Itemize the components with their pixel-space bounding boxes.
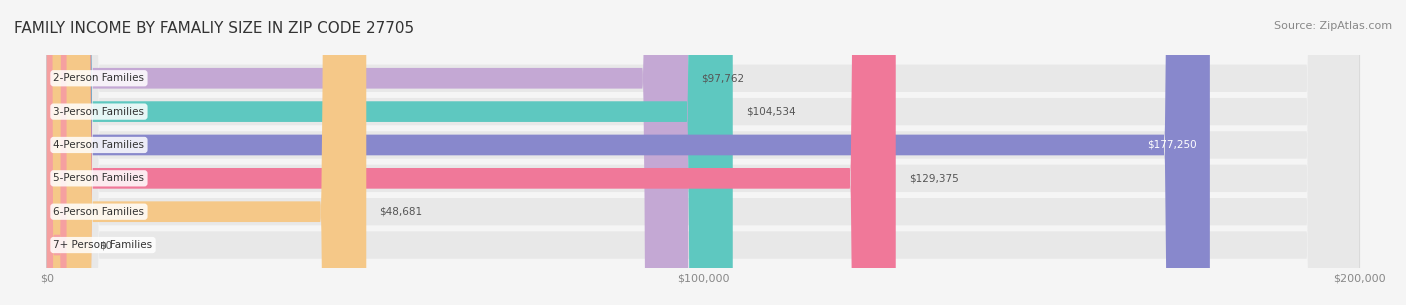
FancyBboxPatch shape	[46, 0, 1360, 305]
Text: 6-Person Families: 6-Person Families	[53, 207, 145, 217]
Text: 4-Person Families: 4-Person Families	[53, 140, 145, 150]
FancyBboxPatch shape	[46, 0, 1360, 305]
Text: $48,681: $48,681	[380, 207, 423, 217]
FancyBboxPatch shape	[46, 0, 689, 305]
FancyBboxPatch shape	[46, 0, 1360, 305]
Text: 2-Person Families: 2-Person Families	[53, 73, 145, 83]
Text: 5-Person Families: 5-Person Families	[53, 173, 145, 183]
Text: FAMILY INCOME BY FAMALIY SIZE IN ZIP CODE 27705: FAMILY INCOME BY FAMALIY SIZE IN ZIP COD…	[14, 21, 415, 36]
Text: 7+ Person Families: 7+ Person Families	[53, 240, 153, 250]
FancyBboxPatch shape	[46, 0, 1360, 305]
Text: $129,375: $129,375	[908, 173, 959, 183]
FancyBboxPatch shape	[46, 0, 896, 305]
FancyBboxPatch shape	[46, 0, 1360, 305]
FancyBboxPatch shape	[46, 0, 66, 305]
Text: 3-Person Families: 3-Person Families	[53, 107, 145, 117]
Text: $0: $0	[100, 240, 112, 250]
FancyBboxPatch shape	[46, 0, 1360, 305]
FancyBboxPatch shape	[46, 0, 733, 305]
Text: $177,250: $177,250	[1147, 140, 1197, 150]
Text: $97,762: $97,762	[702, 73, 745, 83]
FancyBboxPatch shape	[46, 0, 1209, 305]
FancyBboxPatch shape	[46, 0, 367, 305]
Text: $104,534: $104,534	[745, 107, 796, 117]
Text: Source: ZipAtlas.com: Source: ZipAtlas.com	[1274, 21, 1392, 31]
